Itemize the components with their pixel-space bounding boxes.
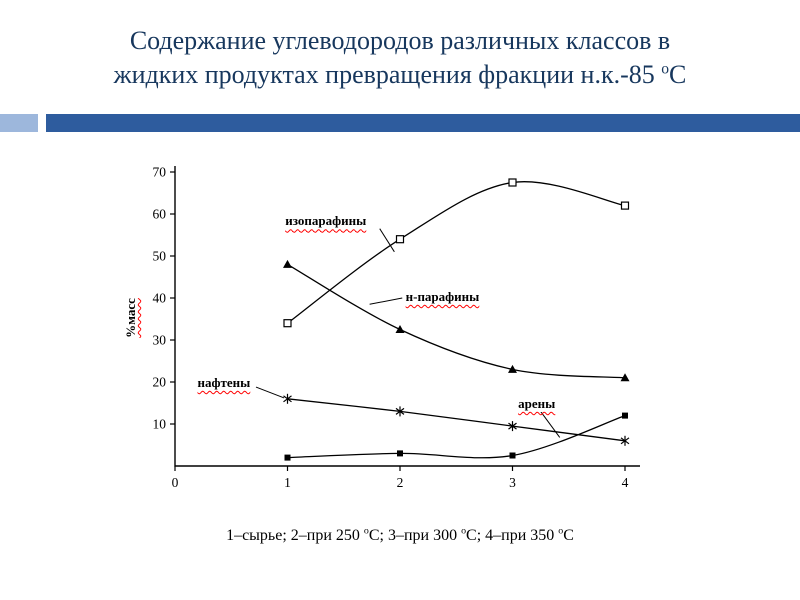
series-label-naphthenes: нафтены <box>197 375 251 392</box>
series-label-arenes: арены <box>518 396 556 413</box>
y-tick-label: 10 <box>153 417 167 432</box>
page-title: Содержание углеводородов различных класс… <box>30 24 770 92</box>
x-axis-legend-caption: 1–сырье; 2–при 250 оС; 3–при 300 оС; 4–п… <box>226 525 574 544</box>
series-n-paraffins <box>283 259 630 382</box>
x-tick-label: 3 <box>509 475 516 490</box>
hydrocarbon-content-chart: 10 20 30 40 50 60 70 0 1 2 3 4 %масс изопарафины н-п… <box>108 152 688 522</box>
y-tick-label: 40 <box>153 291 167 306</box>
x-tick-label: 2 <box>397 475 404 490</box>
series-naphthenes <box>283 393 630 446</box>
x-tick-label: 0 <box>172 475 179 490</box>
axes <box>174 166 640 467</box>
accent-bar-dark <box>46 114 800 132</box>
y-tick-label: 70 <box>153 165 167 180</box>
series-isoparaffins <box>283 178 630 328</box>
y-tick-label: 20 <box>153 375 167 390</box>
x-tick-label: 1 <box>284 475 291 490</box>
accent-bar-light <box>0 114 38 132</box>
y-tick-label: 30 <box>153 333 167 348</box>
y-tick-label: 50 <box>153 249 167 264</box>
y-axis: 10 20 30 40 50 60 70 <box>153 165 175 432</box>
y-tick-label: 60 <box>153 207 167 222</box>
x-tick-label: 4 <box>622 475 629 490</box>
chart-canvas: 10 20 30 40 50 60 70 0 1 2 3 4 <box>153 165 640 490</box>
series-label-isoparaffins: изопарафины <box>285 213 367 230</box>
title-line-1: Содержание углеводородов различных класс… <box>129 26 671 55</box>
series-label-n-paraffins: н-парафины <box>405 289 480 305</box>
x-axis: 0 1 2 3 4 <box>172 466 629 490</box>
title-line-2: жидких продуктах превращения фракции н.к… <box>113 59 687 89</box>
y-axis-label: %масс <box>123 298 138 338</box>
series-arenes <box>284 412 628 461</box>
label-leader-lines <box>255 228 561 438</box>
